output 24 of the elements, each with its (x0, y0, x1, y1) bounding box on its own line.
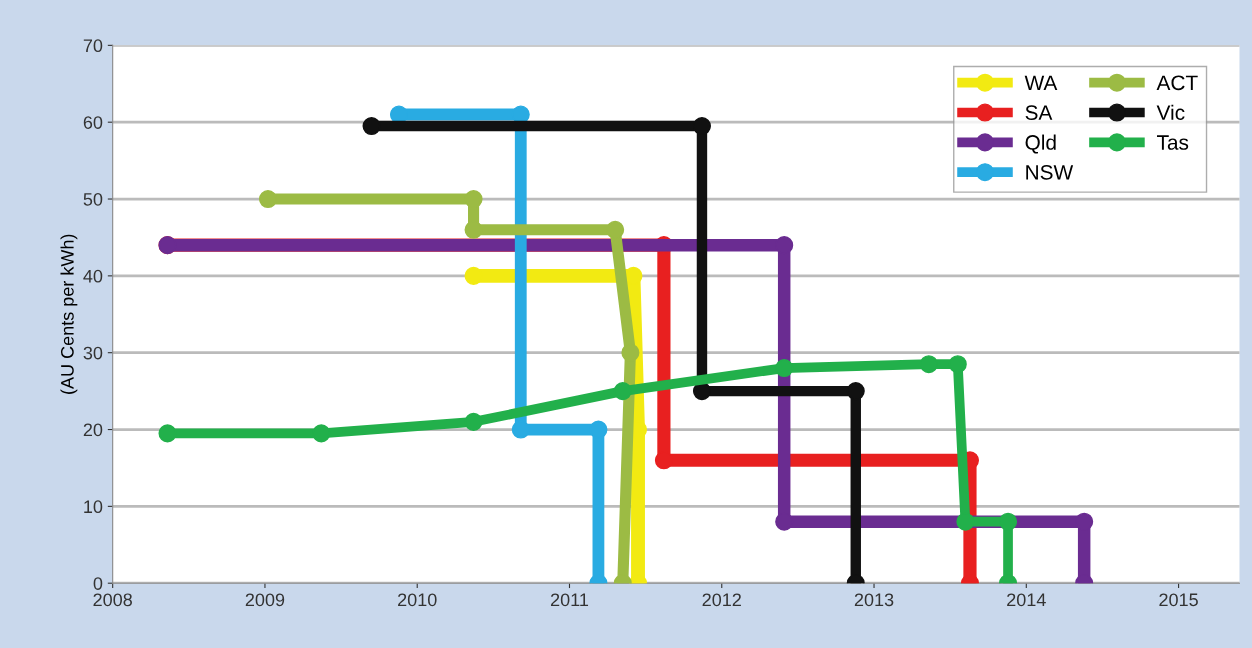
x-tick-label: 2015 (1159, 593, 1198, 607)
x-tick-label: 2013 (854, 593, 894, 607)
y-tick-label: 30 (83, 346, 103, 360)
y-tick-label: 20 (83, 423, 103, 437)
y-tick-label: 10 (84, 500, 103, 514)
y-tick-label: 0 (93, 577, 103, 590)
y-tick-label: 60 (83, 116, 103, 129)
y-axis-title: (AU Cents per kWh) (60, 234, 78, 394)
legend-label: WA (1024, 75, 1058, 90)
legend-label: SA (1025, 105, 1053, 121)
x-tick-label: 2010 (398, 593, 437, 607)
legend-label: Qld (1025, 134, 1056, 154)
legend-label: Tas (1157, 135, 1189, 150)
x-tick-label: 2014 (1007, 593, 1046, 607)
x-tick-label: 2011 (550, 593, 589, 607)
legend-label: ACT (1156, 75, 1198, 91)
x-tick-label: 2012 (702, 593, 741, 607)
x-tick-label: 2009 (245, 593, 285, 607)
legend-label: NSW (1026, 164, 1074, 180)
y-tick-label: 40 (83, 269, 103, 283)
y-tick-label: 70 (83, 39, 103, 53)
y-tick-label: 50 (83, 192, 103, 206)
x-tick-label: 2008 (93, 593, 132, 607)
legend-label: Vic (1156, 104, 1185, 121)
